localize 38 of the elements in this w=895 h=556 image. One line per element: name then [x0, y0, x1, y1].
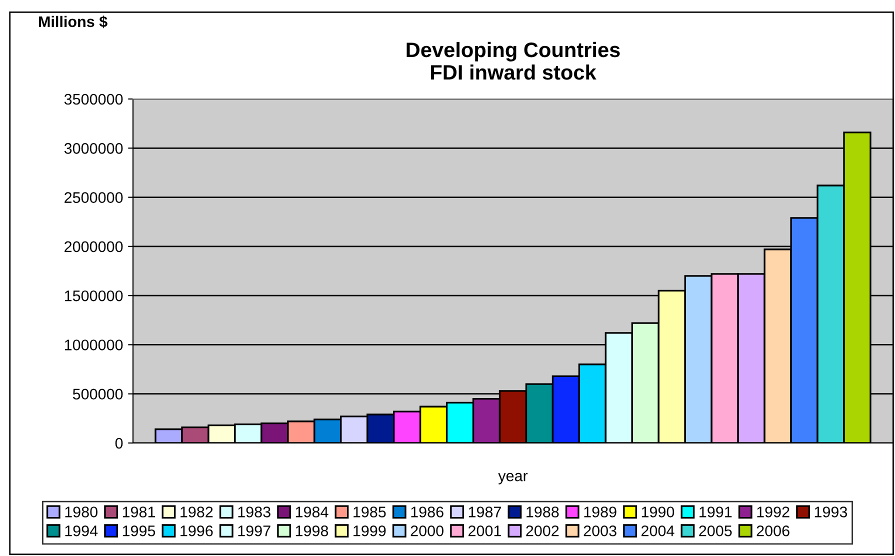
- y-tick-label: 1500000: [64, 290, 123, 302]
- legend-label: 1984: [296, 506, 328, 518]
- y-tick-label: 1000000: [64, 340, 123, 350]
- legend-label: 1982: [180, 506, 213, 518]
- legend-label: 1987: [468, 506, 501, 518]
- legend-label: 1986: [411, 506, 444, 518]
- legend-label: 1989: [584, 506, 616, 518]
- legend-label: 2000: [410, 525, 444, 536]
- chart-title: Developing Countries FDI inward stock: [406, 42, 620, 80]
- legend-label: 1991: [700, 506, 732, 518]
- legend-label: 1998: [296, 525, 328, 536]
- y-tick-label: 0: [115, 438, 123, 449]
- legend-label: 2004: [642, 525, 674, 536]
- legend-label: 1980: [65, 506, 98, 518]
- legend-label: 1994: [65, 525, 98, 536]
- legend-label: 1988: [526, 506, 559, 518]
- y-tick-label: 2500000: [64, 192, 123, 203]
- y-tick-label: 3000000: [64, 143, 123, 154]
- y-tick-label: 3500000: [64, 94, 123, 105]
- legend-label: 1995: [122, 525, 156, 536]
- legend-label: 1992: [757, 506, 790, 518]
- legend-label: 2006: [756, 525, 790, 536]
- legend-label: 1993: [814, 506, 848, 518]
- y-tick-label: 2000000: [64, 241, 123, 252]
- legend-label: 1985: [354, 506, 386, 518]
- legend-label: 1999: [354, 525, 386, 536]
- legend-label: 1981: [122, 506, 155, 518]
- legend-label: 1996: [180, 525, 213, 536]
- legend-label: 1990: [642, 506, 674, 518]
- legend-label: 2001: [468, 525, 501, 536]
- legend-label: 1997: [238, 525, 270, 536]
- y-axis-title: Millions $: [39, 16, 108, 28]
- x-axis-title: year: [498, 472, 528, 484]
- y-tick-label: 500000: [72, 388, 123, 400]
- legend-label: 2002: [526, 525, 559, 536]
- legend-label: 1983: [238, 506, 270, 518]
- legend-label: 2005: [699, 525, 732, 536]
- legend-label: 2003: [584, 525, 616, 536]
